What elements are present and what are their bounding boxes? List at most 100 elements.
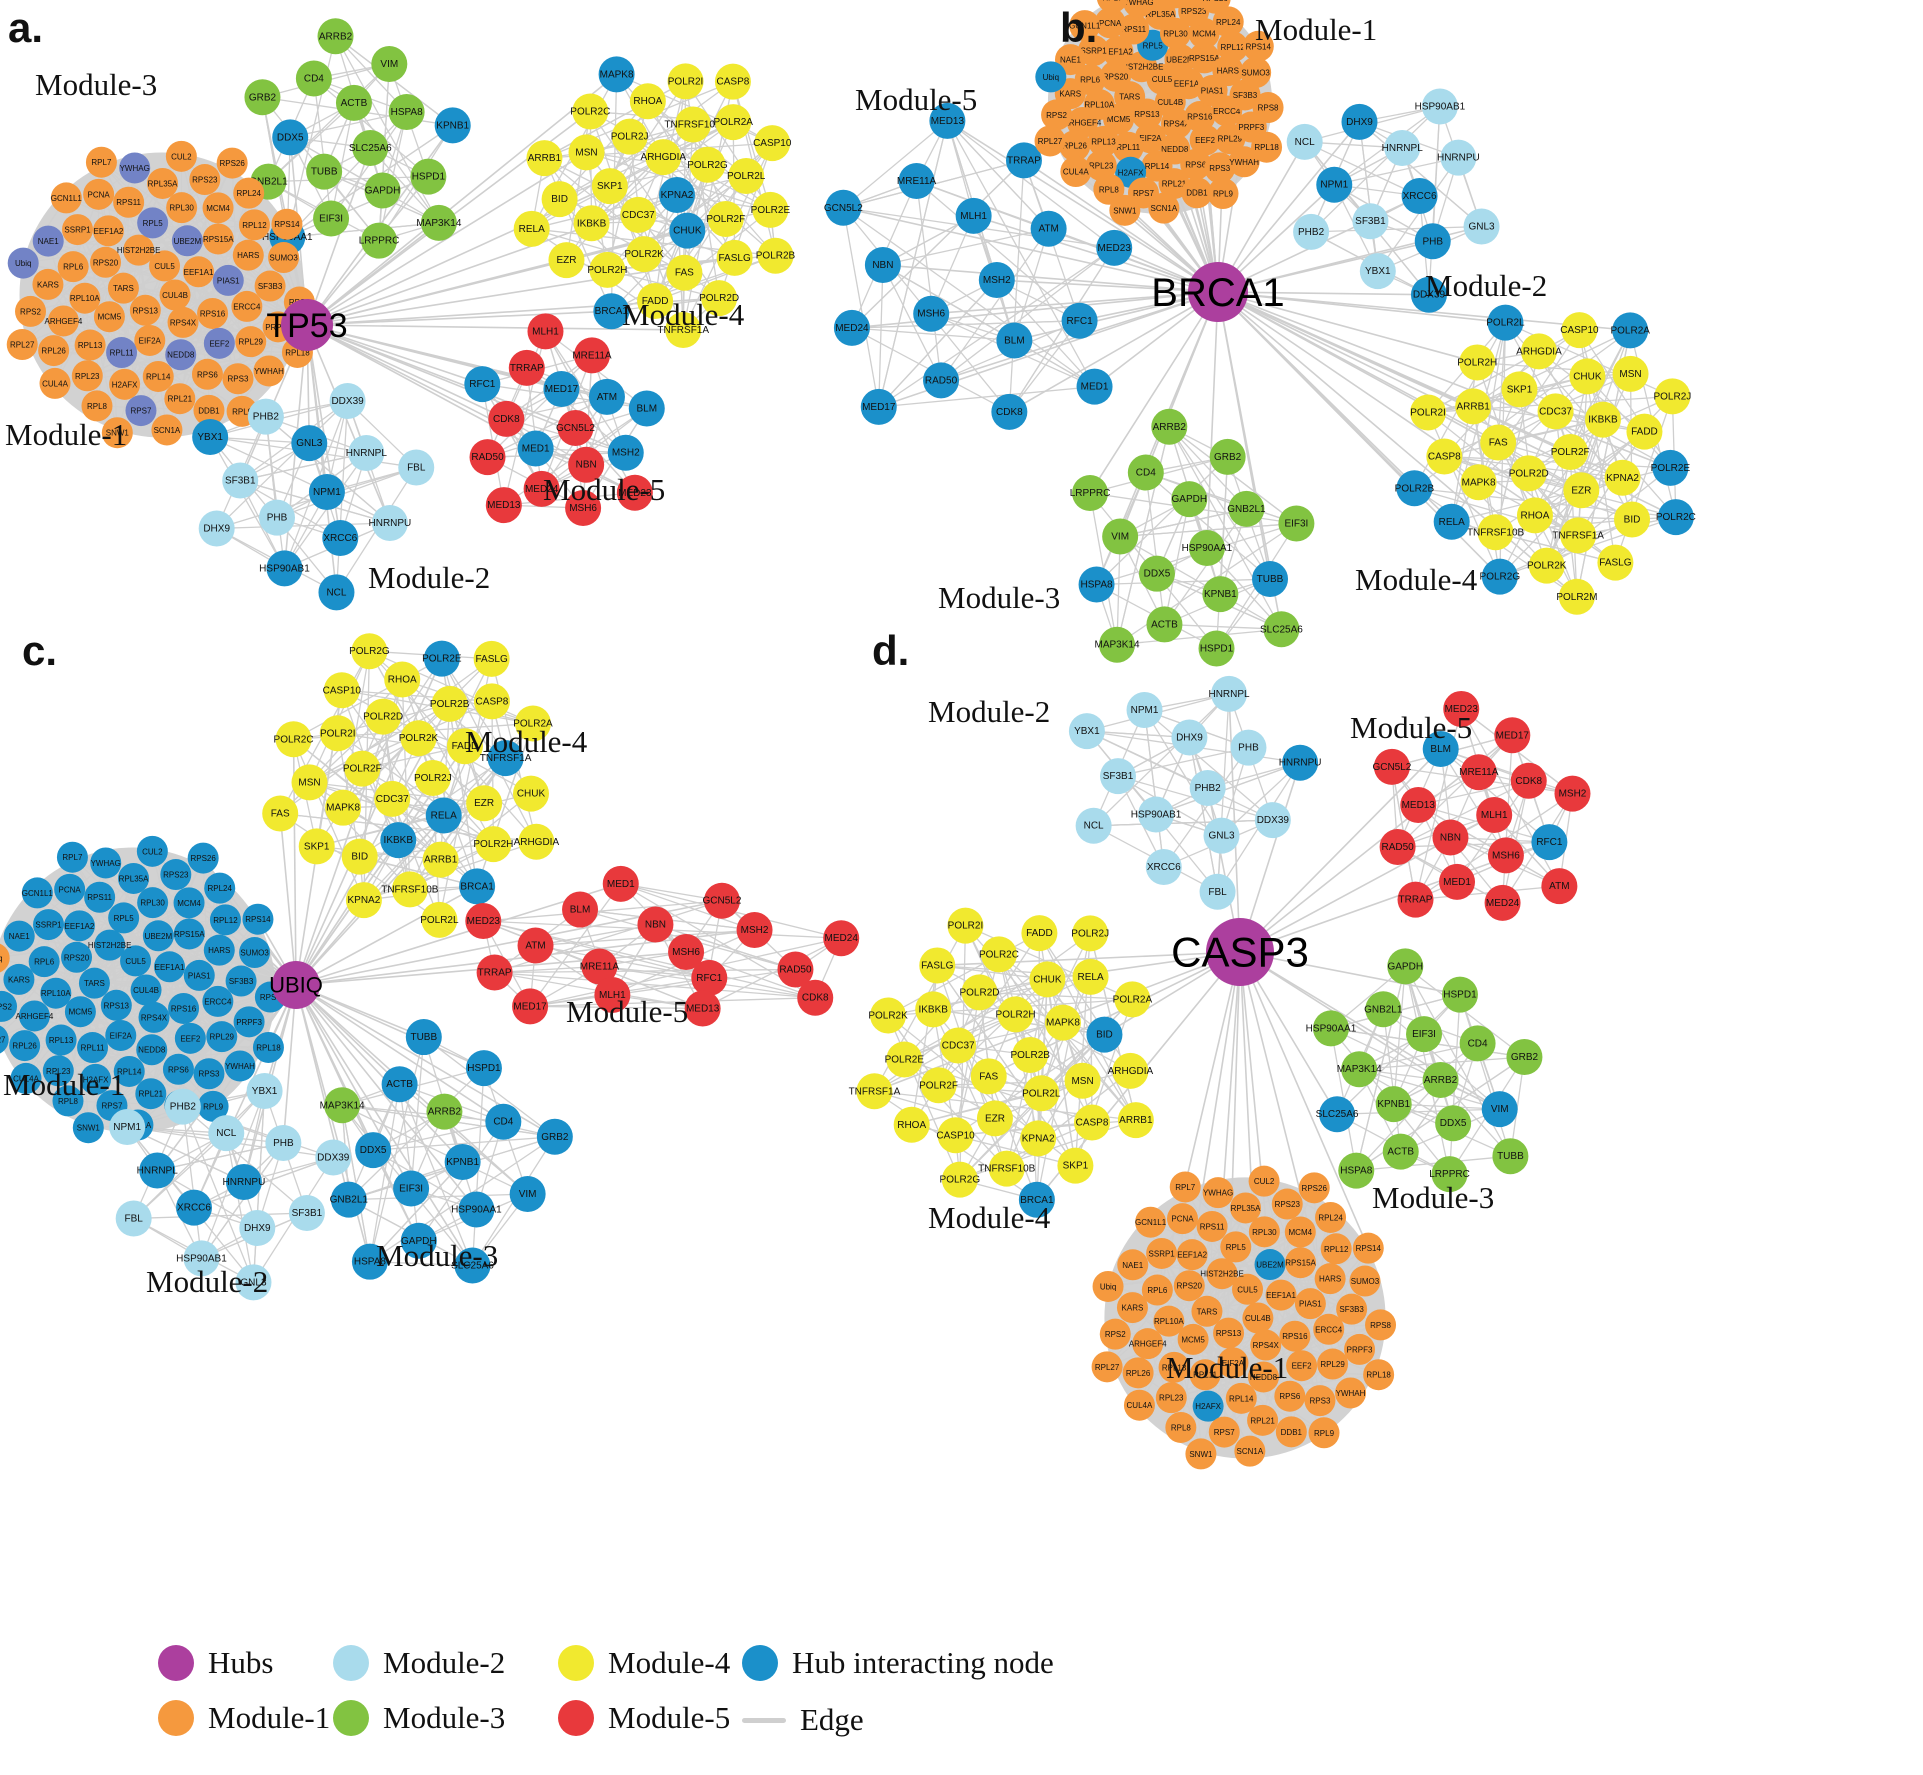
node-CD4 [295,60,332,97]
node-HARS [1212,55,1244,87]
node-RPL13 [1087,125,1119,157]
node-label-TNFRSF1A: TNFRSF1A [657,325,709,336]
node-label-RPS7: RPS7 [1214,1428,1235,1437]
node-YWHAG [1202,1177,1234,1209]
node-ERCC4 [231,290,263,322]
node-MCM4 [1284,1216,1316,1248]
node-label-HARS: HARS [208,946,230,955]
node-EZR [466,785,503,822]
node-label-POLR2E: POLR2E [1651,463,1691,474]
node-POLR2J [1654,378,1691,415]
node-EIF3I [313,200,350,237]
node-GCN1L1 [1069,10,1101,42]
node-RPL11 [106,337,138,369]
node-RPL21 [164,383,196,415]
module-label: Module-3 [938,580,1060,615]
node-RPL9 [1308,1417,1340,1449]
node-RFC1 [1061,302,1098,339]
node-MED24 [523,470,560,507]
node-label-EEF2: EEF2 [1292,1362,1313,1371]
node-IKBKB [915,991,952,1028]
node-label-EEF2: EEF2 [209,339,230,348]
node-label-RPL9: RPL9 [232,407,253,416]
node-label-POLR2K: POLR2K [1527,561,1567,572]
node-MCM4 [173,887,205,919]
node-HSP90AB1 [266,550,303,587]
node-label-EEF1A1: EEF1A1 [1266,1291,1296,1300]
node-label-GCN5L2: GCN5L2 [824,203,863,214]
node-EEF2 [174,1022,206,1054]
node-label-RPL8: RPL8 [58,1097,79,1106]
node-label-MED1: MED1 [1443,877,1471,888]
node-label-RPL10A: RPL10A [41,989,71,998]
node-label-ERCC4: ERCC4 [233,302,261,311]
node-label-NPM1: NPM1 [113,1122,141,1133]
node-label-EEF1A1: EEF1A1 [184,268,214,277]
node-Ubiq [1035,61,1067,93]
node-FAS [1480,424,1517,461]
node-FASLG [919,947,956,984]
node-MSH2 [978,262,1015,298]
node-label-RPL6: RPL6 [1080,76,1101,85]
node-label-RFC1: RFC1 [696,973,723,984]
node-CASP8 [473,683,510,720]
node-POLR2H [997,996,1034,1033]
node-RPL8 [1165,1411,1197,1443]
node-label-H2AFX: H2AFX [112,380,138,389]
node-label-RPL23: RPL23 [75,372,100,381]
node-RPL23 [1155,1382,1187,1414]
node-label-IKBKB: IKBKB [384,835,414,846]
node-HNRNPU [1282,744,1319,781]
node-NPM1 [1316,166,1353,203]
node-label-EIF2A: EIF2A [1139,134,1162,143]
node-label-CDC37: CDC37 [376,794,409,805]
node-CDK8 [797,979,834,1016]
node-label-RELA: RELA [519,224,545,235]
node-label-POLR2B: POLR2B [430,699,470,710]
module-label: Module-4 [928,1200,1051,1235]
node-RAD50 [1379,828,1416,865]
node-label-RPL35A: RPL35A [1146,10,1176,19]
node-label-GNB2L1: GNB2L1 [330,1195,369,1206]
node-label-YWHAH: YWHAH [225,1062,255,1071]
node-label-GNL3: GNL3 [296,438,323,449]
node-label-HNRNPL: HNRNPL [137,1166,179,1177]
node-label-VIM: VIM [380,59,398,70]
module-label: Module-3 [1372,1180,1494,1215]
node-RPS20 [1173,1270,1205,1302]
node-MAP3K14 [324,1087,361,1124]
node-label-HNRNPU: HNRNPU [1437,153,1480,164]
node-label-MED24: MED24 [525,484,559,495]
node-label-CUL4A: CUL4A [13,1074,39,1083]
node-RPL29 [235,326,267,358]
node-KPNA2 [345,882,382,919]
node-DDX39 [329,383,366,420]
node-YWHAH [1228,146,1260,178]
node-RPS7 [1208,1416,1240,1448]
node-PCNA [1094,7,1126,39]
node-label-MED24: MED24 [835,323,869,334]
node-FADD [1021,915,1058,952]
node-label-RPS26: RPS26 [190,854,216,863]
node-CDK8 [488,400,525,437]
node-CD4 [1127,454,1164,491]
node-label-POLR2F: POLR2F [343,764,382,775]
node-FBL [115,1200,152,1237]
node-BLM [562,891,599,928]
node-label-SLC25A6: SLC25A6 [1260,624,1303,635]
node-KPNB1 [1202,576,1239,613]
node-label-CHUK: CHUK [1573,371,1602,382]
node-RPS26 [187,842,219,874]
node-HSP90AB1 [1421,88,1458,125]
node-RPL30 [166,192,198,224]
node-BID [541,181,578,218]
node-NAE1 [1117,1249,1149,1281]
node-YWHAH [1335,1377,1367,1409]
node-label-RPL27: RPL27 [1095,1363,1120,1372]
node-label-POLR2E: POLR2E [751,205,791,216]
node-EZR [976,1100,1013,1137]
node-POLR2D [701,280,738,317]
node-RPS14 [271,208,303,240]
node-label-SUMO3: SUMO3 [1241,69,1270,78]
node-RPL23 [71,360,103,392]
